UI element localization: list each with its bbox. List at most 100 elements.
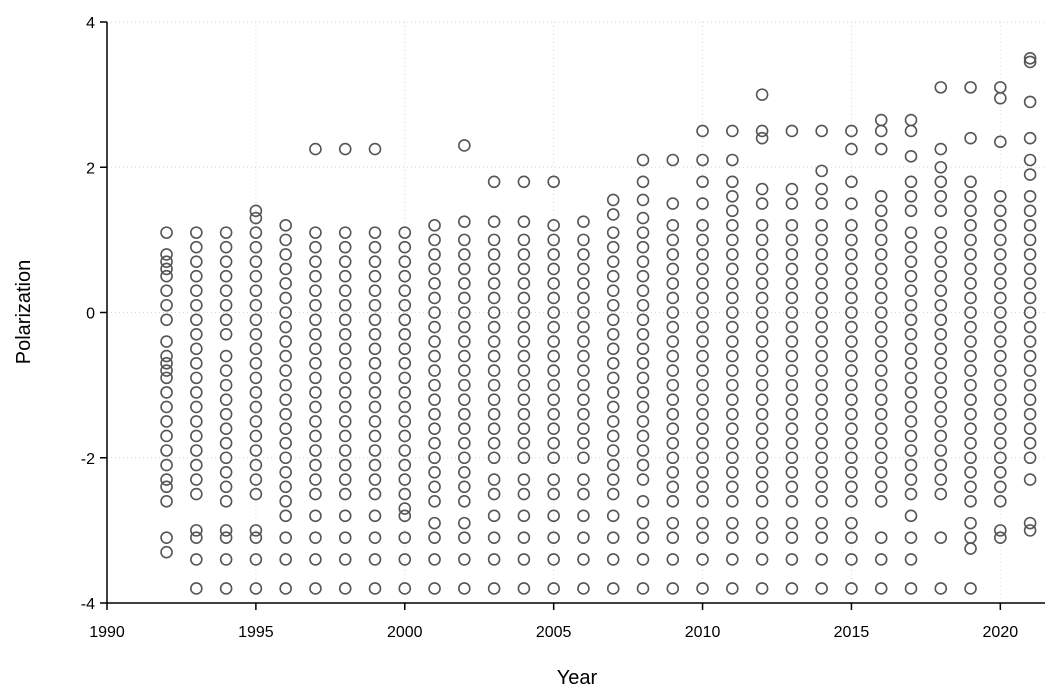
data-point [428,233,441,247]
data-point [577,393,590,406]
data-point [577,531,590,544]
data-point [964,81,977,94]
data-point [815,320,828,334]
data-point [785,407,799,421]
data-point [577,215,590,229]
data-point [666,197,680,210]
data-point [964,335,977,348]
data-point [338,473,352,486]
data-point [874,407,888,421]
data-point [547,349,560,363]
data-point [547,487,560,501]
data-point [190,313,203,327]
data-point [666,248,680,261]
data-point [755,233,769,247]
data-points [160,52,1037,595]
data-point [934,313,948,327]
data-point [338,386,352,399]
data-point [606,386,620,399]
data-point [577,248,590,261]
data-point [428,422,441,436]
data-point [1023,473,1037,486]
data-point [815,335,828,348]
data-point [696,197,709,210]
data-point [755,451,769,465]
data-point [458,516,471,530]
data-point [606,342,620,356]
data-point [190,327,203,341]
data-point [696,422,709,436]
data-point [1023,291,1037,305]
data-point [249,553,263,566]
data-point [726,451,739,465]
data-point [368,415,382,428]
data-point [994,349,1007,363]
data-point [428,407,441,421]
data-point [874,422,888,436]
data-point [874,204,888,218]
data-point [398,502,412,515]
data-point [1023,204,1037,218]
data-point [368,255,382,268]
data-point [815,219,828,232]
data-point [964,219,977,232]
data-point [726,422,739,436]
data-point [874,436,888,450]
data-point [487,553,501,566]
data-point [755,248,769,261]
data-point [309,255,322,268]
data-point [666,465,680,479]
data-point [785,422,799,436]
data-point [845,436,858,450]
data-point [190,255,203,268]
data-point [577,262,590,276]
data-point [458,248,471,261]
data-point [577,233,590,247]
data-point [160,298,173,312]
data-point [368,357,382,370]
data-point [815,531,828,544]
data-point [785,582,799,595]
data-point [1023,306,1037,319]
data-point [874,531,888,544]
data-point [845,335,858,348]
data-point [934,429,948,443]
data-point [160,545,173,559]
data-point [696,480,709,494]
x-tick-label: 1990 [89,624,125,641]
data-point [606,284,620,298]
data-point [994,204,1007,218]
data-point [666,531,680,544]
data-point [577,473,590,486]
data-point [398,386,412,399]
data-point [547,248,560,261]
data-point [219,255,233,268]
data-point [249,582,263,595]
data-point [309,342,322,356]
data-point [785,306,799,319]
data-point [398,509,412,523]
data-point [904,473,918,486]
data-point [428,248,441,261]
data-point [845,349,858,363]
data-point [398,327,412,341]
data-point [726,553,739,566]
data-point [249,204,263,218]
data-point [428,364,441,377]
data-point [904,240,918,254]
data-point [785,531,799,544]
data-point [994,306,1007,319]
data-point [666,495,680,508]
y-tick-label: 0 [86,306,95,323]
data-point [517,473,531,486]
data-point [160,255,173,268]
data-point [964,378,977,392]
data-point [190,226,203,239]
data-point [845,248,858,261]
data-point [934,357,948,370]
data-point [338,342,352,356]
data-point [755,182,769,196]
data-point [636,284,650,298]
data-point [279,291,292,305]
data-point [547,291,560,305]
